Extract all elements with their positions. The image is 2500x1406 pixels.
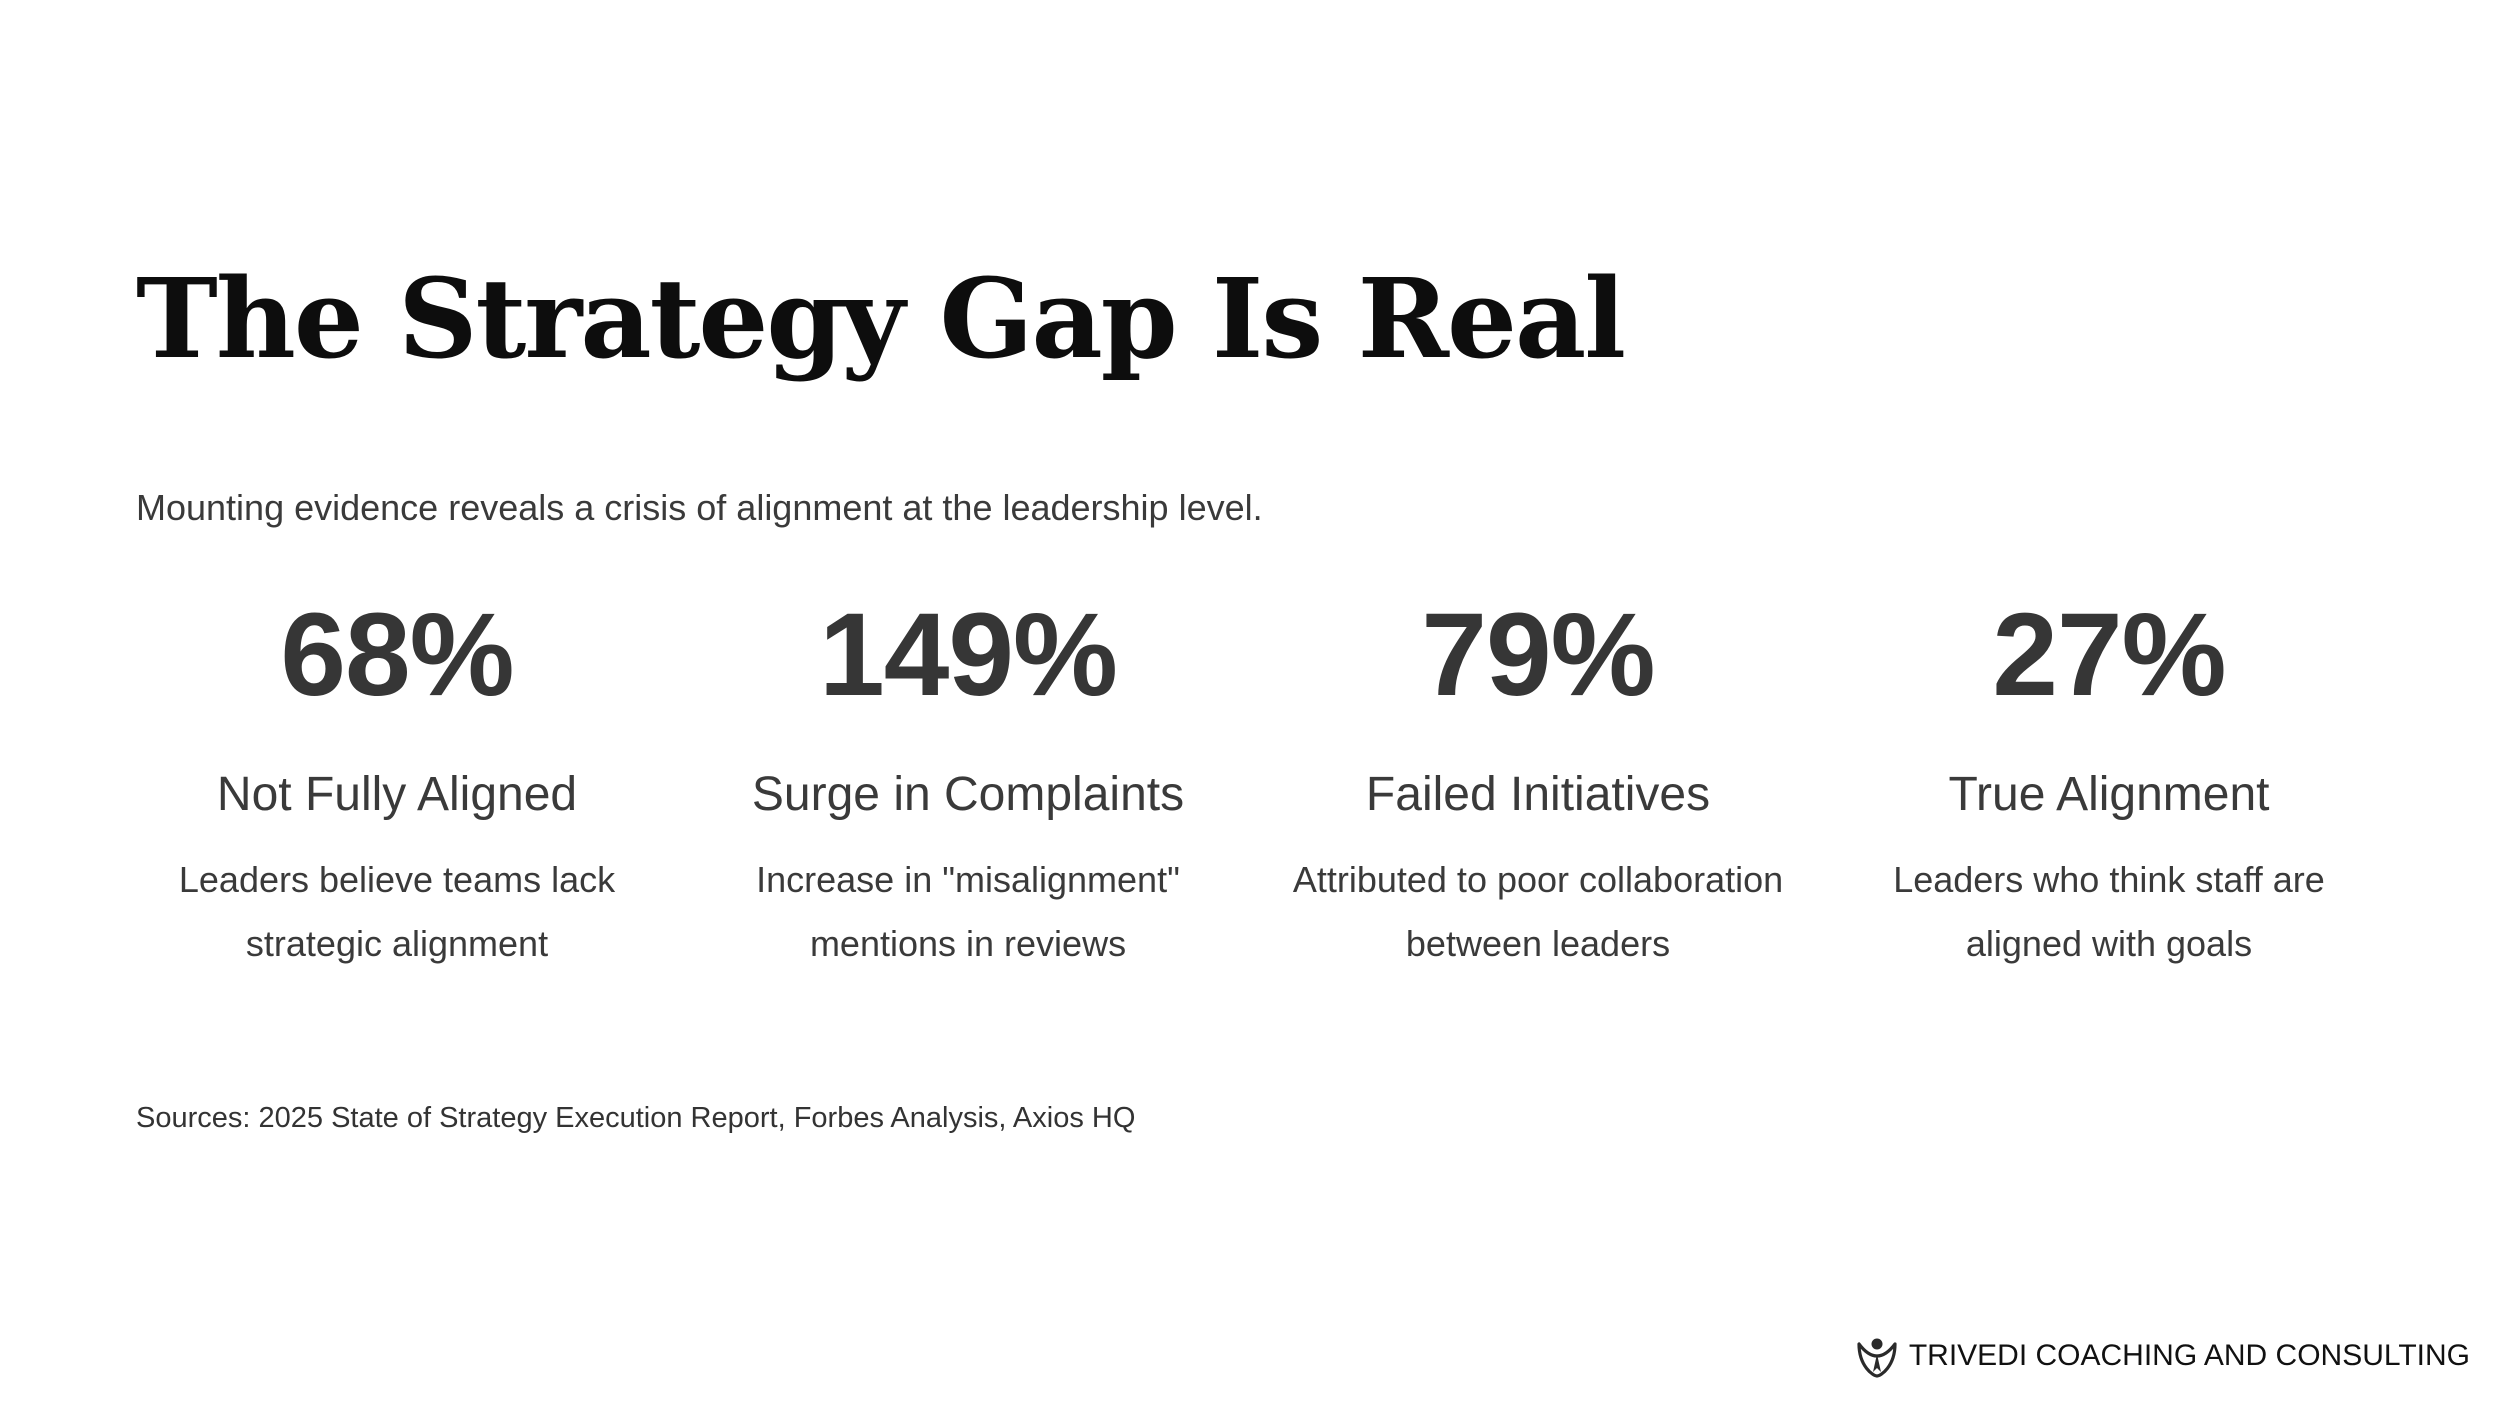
stat-description-line: mentions in reviews bbox=[809, 923, 1127, 964]
stat-description-line: Leaders believe teams lack bbox=[178, 859, 616, 900]
stat-description: Leaders believe teams lack strategic ali… bbox=[127, 848, 667, 976]
stat-label: Surge in Complaints bbox=[751, 768, 1185, 821]
stat-label: True Alignment bbox=[1948, 768, 2270, 821]
brand-footer: TRIVEDI COACHING AND CONSULTING bbox=[1853, 1330, 2470, 1382]
sources-note: Sources: 2025 State of Strategy Executio… bbox=[136, 1102, 1136, 1134]
stat-description-line: aligned with goals bbox=[1965, 923, 2253, 964]
stat-card-not-fully-aligned: 68% Not Fully Aligned Leaders believe te… bbox=[117, 590, 677, 976]
slide-subtitle: Mounting evidence reveals a crisis of al… bbox=[136, 487, 1263, 528]
stat-card-true-alignment: 27% True Alignment Leaders who think sta… bbox=[1829, 590, 2389, 976]
brand-name: TRIVEDI COACHING AND CONSULTING bbox=[1908, 1339, 2470, 1372]
stat-description: Leaders who think staff are aligned with… bbox=[1839, 848, 2379, 976]
stat-description-line: between leaders bbox=[1405, 923, 1671, 964]
stat-label: Not Fully Aligned bbox=[216, 768, 578, 821]
stat-value: 27% bbox=[1992, 589, 2226, 721]
stat-description-line: Attributed to poor collaboration bbox=[1292, 859, 1784, 900]
stat-value: 68% bbox=[280, 589, 514, 721]
stat-value: 79% bbox=[1421, 589, 1655, 721]
stat-description-line: strategic alignment bbox=[245, 923, 549, 964]
stat-label: Failed Initiatives bbox=[1365, 768, 1711, 821]
stat-description: Increase in "misalignment" mentions in r… bbox=[698, 848, 1238, 976]
stat-description-line: Increase in "misalignment" bbox=[756, 859, 1180, 900]
stat-description: Attributed to poor collaboration between… bbox=[1268, 848, 1808, 976]
stats-row: 68% Not Fully Aligned Leaders believe te… bbox=[0, 590, 2500, 1010]
stat-description-line: Leaders who think staff are bbox=[1893, 859, 2325, 900]
person-heart-logo-icon bbox=[1857, 1338, 1897, 1378]
stat-card-surge-in-complaints: 149% Surge in Complaints Increase in "mi… bbox=[688, 590, 1248, 976]
slide-title: The Strategy Gap Is Real bbox=[136, 254, 1626, 383]
stat-card-failed-initiatives: 79% Failed Initiatives Attributed to poo… bbox=[1258, 590, 1818, 976]
stat-value: 149% bbox=[819, 589, 1118, 721]
